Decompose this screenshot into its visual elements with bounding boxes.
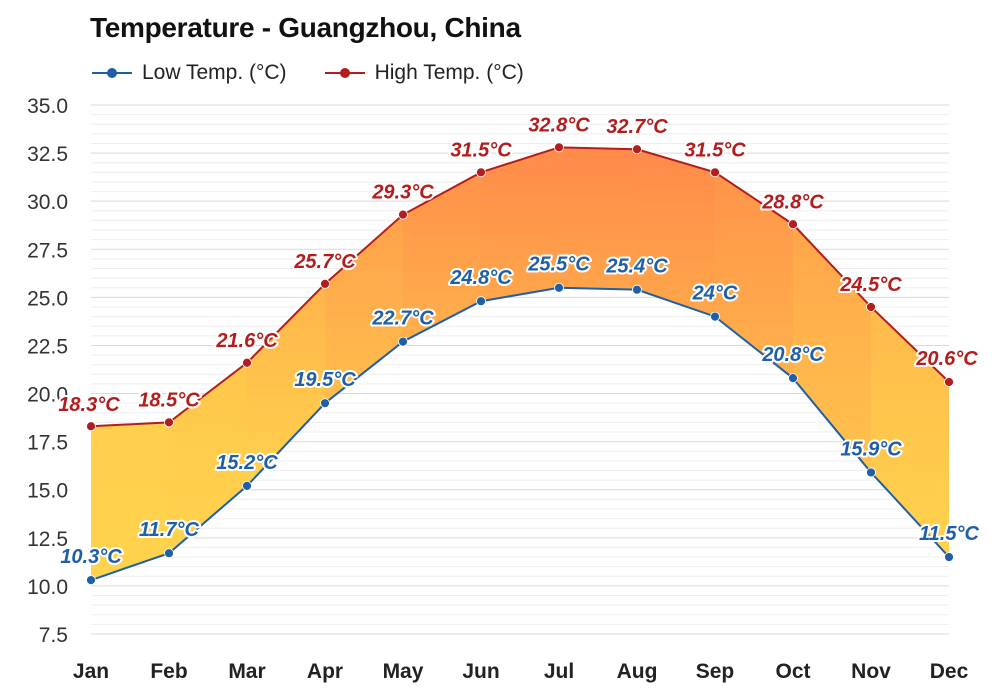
low-temp-label: 15.9°C xyxy=(840,438,902,460)
band-segment xyxy=(715,172,793,379)
high-temp-label: 20.6°C xyxy=(915,348,978,370)
y-tick-label: 7.5 xyxy=(39,624,68,647)
low-temp-point[interactable] xyxy=(242,480,252,491)
temperature-band xyxy=(91,147,949,581)
band-segment xyxy=(637,149,715,317)
x-tick-label: Sep xyxy=(696,660,735,683)
x-tick-label: Apr xyxy=(307,660,343,683)
high-temp-point[interactable] xyxy=(788,219,798,230)
high-temp-point[interactable] xyxy=(398,209,408,220)
y-tick-label: 12.5 xyxy=(27,528,68,551)
legend-label-low: Low Temp. (°C) xyxy=(142,61,287,84)
high-temp-label: 32.8°C xyxy=(528,114,590,136)
low-temp-point[interactable] xyxy=(710,311,720,322)
x-tick-label: Jul xyxy=(544,660,574,683)
high-temp-label: 32.7°C xyxy=(606,116,668,138)
high-temp-point[interactable] xyxy=(242,357,252,368)
low-temp-point[interactable] xyxy=(632,284,642,295)
band-segment xyxy=(91,422,169,581)
high-temp-label: 28.8°C xyxy=(761,191,824,213)
high-temp-label: 31.5°C xyxy=(684,139,746,161)
y-tick-label: 30.0 xyxy=(27,191,68,214)
x-tick-label: Jun xyxy=(462,660,499,683)
low-temp-label: 24°C xyxy=(692,283,738,305)
high-temp-point[interactable] xyxy=(476,167,486,178)
y-tick-label: 27.5 xyxy=(27,239,68,262)
low-temp-label: 24.8°C xyxy=(449,267,512,289)
x-tick-label: Oct xyxy=(775,660,810,683)
x-tick-label: Mar xyxy=(228,660,265,683)
legend-item-high[interactable]: High Temp. (°C) xyxy=(324,61,524,85)
high-temp-point[interactable] xyxy=(320,278,330,289)
x-tick-label: Dec xyxy=(930,660,969,683)
low-temp-label: 10.3°C xyxy=(60,546,122,568)
low-temp-point[interactable] xyxy=(86,575,96,586)
y-tick-label: 22.5 xyxy=(27,335,68,358)
low-temp-point[interactable] xyxy=(476,296,486,307)
low-temp-label: 19.5°C xyxy=(294,369,356,391)
chart-title: Temperature - Guangzhou, China xyxy=(90,12,521,43)
y-tick-label: 20.0 xyxy=(27,384,68,407)
band-segment xyxy=(559,147,637,290)
legend: Low Temp. (°C) High Temp. (°C) xyxy=(92,58,562,88)
low-temp-line xyxy=(90,286,950,582)
high-temp-label: 21.6°C xyxy=(215,330,278,352)
high-temp-point[interactable] xyxy=(86,421,96,432)
low-temp-point[interactable] xyxy=(164,548,174,559)
legend-item-low[interactable]: Low Temp. (°C) xyxy=(92,61,287,85)
low-temp-label: 25.4°C xyxy=(605,256,668,278)
legend-label-high: High Temp. (°C) xyxy=(374,61,524,84)
y-tick-label: 10.0 xyxy=(27,576,68,599)
band-segment xyxy=(247,283,325,486)
low-temp-label: 25.5°C xyxy=(527,254,590,276)
high-temp-point[interactable] xyxy=(866,302,876,312)
x-tick-label: Jan xyxy=(73,660,109,683)
low-temp-point[interactable] xyxy=(398,336,408,347)
y-tick-label: 25.0 xyxy=(27,287,68,310)
legend-swatch-high xyxy=(324,65,365,81)
high-temp-point[interactable] xyxy=(944,377,954,387)
band-segment xyxy=(169,362,247,554)
high-temp-line xyxy=(90,146,950,428)
low-temp-point[interactable] xyxy=(866,467,876,478)
low-temp-label: 20.8°C xyxy=(761,344,824,366)
high-temp-label: 18.3°C xyxy=(58,394,120,416)
high-temp-label: 29.3°C xyxy=(371,182,434,204)
legend-swatch-low xyxy=(92,65,132,81)
y-tick-label: 32.5 xyxy=(27,143,68,166)
low-temp-point[interactable] xyxy=(320,398,330,409)
high-temp-point[interactable] xyxy=(632,144,642,155)
low-temp-label: 11.7°C xyxy=(139,519,199,541)
high-temp-point[interactable] xyxy=(710,167,720,178)
low-temp-point[interactable] xyxy=(944,552,954,562)
high-temp-label: 24.5°C xyxy=(839,274,902,296)
x-tick-label: Nov xyxy=(851,660,891,683)
high-temp-point[interactable] xyxy=(554,142,564,153)
band-segment xyxy=(871,306,949,558)
y-tick-label: 15.0 xyxy=(27,480,68,503)
band-segment xyxy=(481,147,559,302)
y-tick-label: 35.0 xyxy=(27,95,68,118)
x-tick-label: Aug xyxy=(617,660,658,683)
high-temp-point[interactable] xyxy=(164,417,174,428)
x-tick-label: May xyxy=(383,660,424,683)
low-temp-point[interactable] xyxy=(554,282,564,293)
band-segment xyxy=(403,172,481,342)
low-temp-point[interactable] xyxy=(788,373,798,384)
y-tick-label: 17.5 xyxy=(27,432,68,455)
high-temp-label: 31.5°C xyxy=(450,139,512,161)
high-temp-label: 25.7°C xyxy=(293,251,356,273)
low-temp-label: 15.2°C xyxy=(216,452,278,474)
high-temp-label: 18.5°C xyxy=(138,389,200,411)
low-temp-label: 11.5°C xyxy=(919,523,979,545)
x-tick-label: Feb xyxy=(150,660,187,683)
low-temp-label: 22.7°C xyxy=(371,308,434,330)
